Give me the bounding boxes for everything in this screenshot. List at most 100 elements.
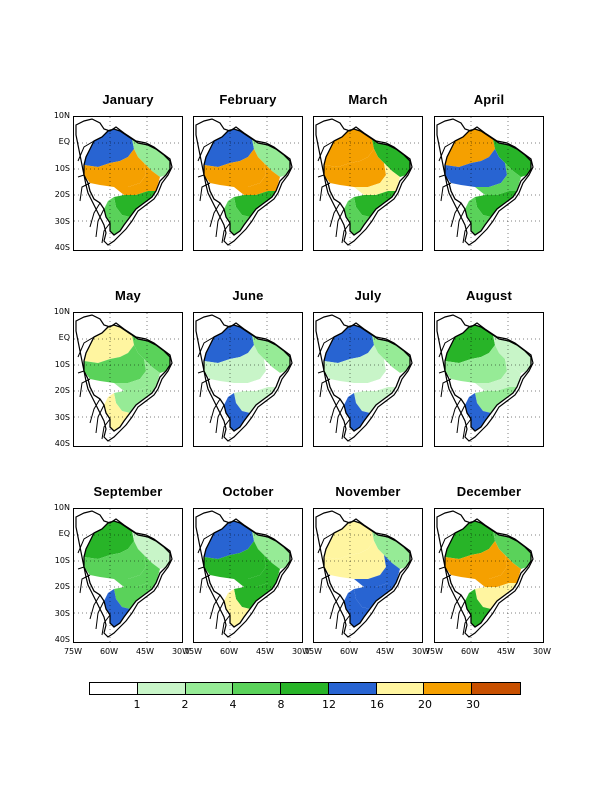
country-border [77,532,95,554]
map-svg [314,509,422,642]
region-southeast [354,191,396,217]
country-border [101,418,111,440]
region-central [204,541,266,579]
country-border [197,532,215,554]
country-border [317,532,335,554]
legend-swatch [185,683,234,694]
country-border [438,370,446,374]
country-border [456,600,466,630]
country-border [215,208,225,238]
region-interior [354,163,400,195]
country-border [341,222,351,244]
region-central [445,541,507,579]
coastline [436,510,534,638]
country-border [456,208,466,238]
region-southeast [475,583,517,609]
region-northeast [493,139,531,177]
region-northeast [493,531,531,569]
region-north [84,521,134,559]
legend-tick-label: 2 [181,698,189,711]
region-northeast [372,335,410,373]
country-border [329,594,341,620]
region-southeast [114,387,156,413]
country-border [197,566,205,570]
coastline [75,118,173,246]
latitude-tick-label: 10S [54,555,70,565]
longitude-tick-label: 75W [183,647,203,656]
region-southeast [354,583,396,609]
country-border [95,208,105,238]
region-north [324,129,374,167]
longitude-tick-label: 30W [411,647,431,656]
country-border [215,600,225,630]
region-northeast [493,335,531,373]
latitude-tick-label: 40S [54,635,70,644]
region-interior [475,555,521,587]
map-svg [74,117,182,250]
panel-title-august: August [466,288,512,303]
legend-swatch [328,683,377,694]
region-north [84,325,134,363]
country-border [101,614,111,636]
region-southeast [234,387,276,413]
region-interior [234,555,280,587]
country-border [197,140,215,162]
country-border [77,140,95,162]
region-interior [114,163,160,195]
region-central [445,345,507,383]
map-svg [435,313,543,446]
region-northeast [372,139,410,177]
coastline [315,118,413,246]
country-border [199,182,211,202]
map-panel-september [73,508,183,643]
region-north [445,129,495,167]
map-svg [74,509,182,642]
country-border [209,594,221,620]
panel-title-december: December [456,484,522,499]
panel-title-september: September [93,484,163,499]
country-border [95,404,105,434]
country-border [317,336,335,358]
map-panel-january [73,116,183,251]
country-border [456,404,466,434]
region-central [445,149,507,187]
coastline [195,314,293,442]
region-southeast [114,191,156,217]
legend-tick-label: 1 [133,698,141,711]
region-northeast [252,139,290,177]
region-north [445,521,495,559]
country-border [438,140,456,162]
longitude-tick-label: 45W [375,647,395,656]
region-northeast [252,335,290,373]
country-border [335,404,345,434]
country-border [462,222,472,244]
region-southeast [234,191,276,217]
map-panel-december [434,508,544,643]
map-svg [74,313,182,446]
coastline [195,118,293,246]
coastline [436,314,534,442]
longitude-tick-label: 30W [532,647,552,656]
country-border [79,182,91,202]
country-border [95,600,105,630]
map-panel-february [193,116,303,251]
country-border [462,418,472,440]
legend-tick-label: 20 [418,698,432,711]
country-border [450,202,462,228]
longitude-tick-label: 75W [63,647,83,656]
country-border [221,614,231,636]
map-svg [314,313,422,446]
country-border [341,614,351,636]
region-northeast [132,139,170,177]
map-panel-august [434,312,544,447]
legend-swatch [137,683,186,694]
country-border [450,594,462,620]
panel-title-march: March [348,92,388,107]
country-border [89,594,101,620]
region-north [204,325,254,363]
region-north [324,521,374,559]
latitude-tick-label: 30S [54,412,70,422]
region-central [324,541,386,579]
map-svg [314,117,422,250]
